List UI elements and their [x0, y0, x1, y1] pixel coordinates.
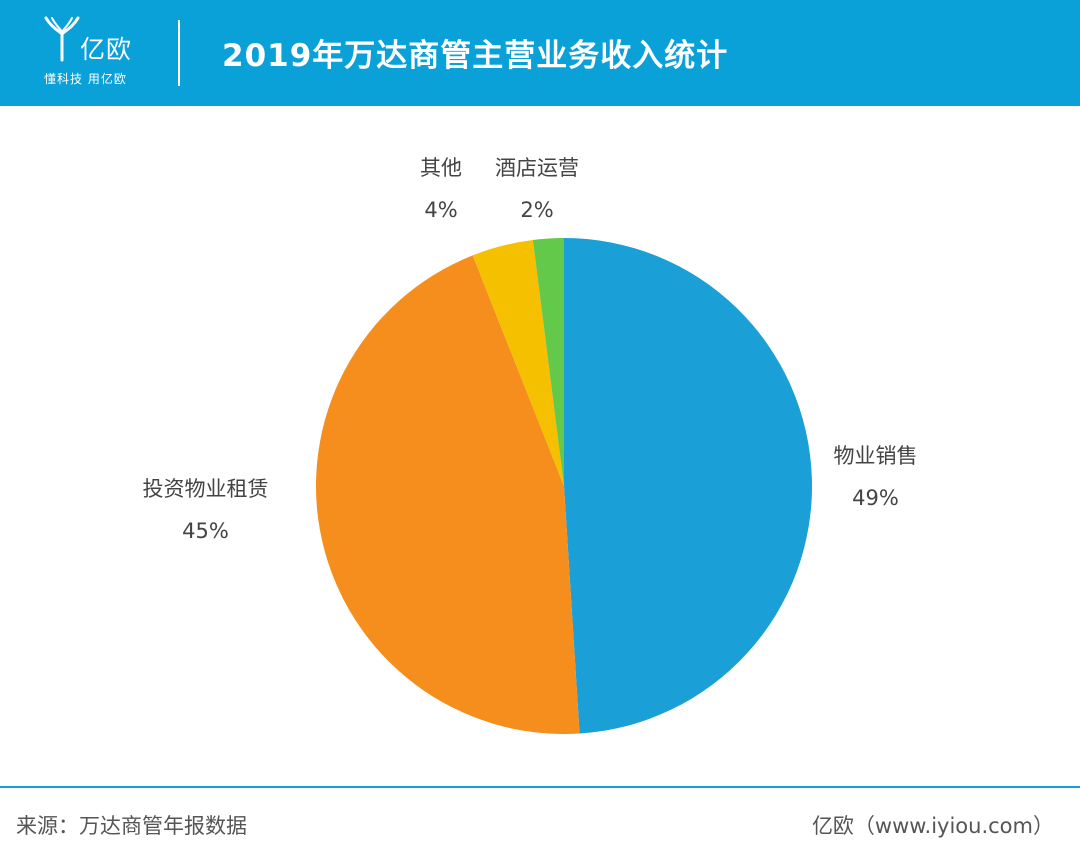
- pie-label-property-sales: 物业销售 49%: [818, 435, 933, 519]
- pie-chart-svg: [316, 238, 812, 734]
- header-divider: [178, 20, 180, 86]
- footer-brand-link[interactable]: 亿欧（www.iyiou.com）: [811, 814, 1054, 838]
- pie-slice-property-sales: [564, 238, 812, 734]
- pie-label-value: 2%: [520, 198, 554, 222]
- pie-slice-investment-property-rental: [316, 255, 580, 734]
- pie-label-value: 49%: [852, 486, 899, 510]
- pie-label-other: 其他 4%: [405, 147, 477, 231]
- logo-mark-icon: [44, 16, 80, 62]
- pie-label-value: 4%: [424, 198, 458, 222]
- brand-name: 亿欧: [80, 35, 133, 64]
- header-bar: 亿欧 懂科技 用亿欧 2019年万达商管主营业务收入统计: [0, 0, 1080, 106]
- pie-slice-other: [472, 239, 564, 486]
- pie-label-name: 其他: [420, 156, 462, 180]
- pie-label-name: 酒店运营: [495, 156, 579, 180]
- pie-label-value: 45%: [182, 519, 229, 543]
- pie-slice-hotel-operation: [532, 238, 564, 486]
- pie-label-name: 投资物业租赁: [142, 477, 269, 501]
- footer-divider: [0, 786, 1080, 788]
- pie-label-name: 物业销售: [833, 444, 918, 468]
- brand-logo[interactable]: 亿欧 懂科技 用亿欧: [42, 14, 152, 94]
- pie-label-hotel-operation: 酒店运营 2%: [484, 147, 590, 231]
- pie-chart: 物业销售 49% 投资物业租赁 45% 其他 4% 酒店运营 2%: [0, 106, 1080, 786]
- pie-label-investment-property-rental: 投资物业租赁 45%: [128, 468, 283, 552]
- page-title: 2019年万达商管主营业务收入统计: [222, 38, 729, 74]
- brand-tagline: 懂科技 用亿欧: [44, 72, 127, 86]
- source-note: 来源：万达商管年报数据: [16, 814, 247, 838]
